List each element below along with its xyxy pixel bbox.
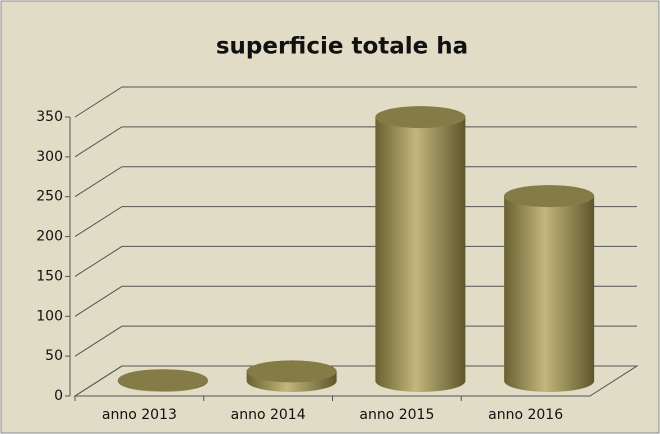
x-tick-label: anno 2015 xyxy=(359,407,434,423)
chart-title: superficie totale ha xyxy=(216,34,468,60)
bar-top xyxy=(117,369,208,392)
x-tick-label: anno 2016 xyxy=(488,407,563,423)
bar xyxy=(375,106,466,392)
x-tick-label: anno 2014 xyxy=(231,407,306,423)
y-tick-label: 300 xyxy=(36,149,63,165)
bar-top xyxy=(246,360,337,383)
y-tick-label: 200 xyxy=(36,229,63,245)
y-tick-label: 100 xyxy=(36,308,63,324)
y-tick-label: 0 xyxy=(54,388,63,404)
y-tick-label: 150 xyxy=(36,268,63,284)
bar-top xyxy=(375,106,466,129)
y-tick-label: 350 xyxy=(36,109,63,125)
grid-line xyxy=(74,86,637,118)
bar xyxy=(504,185,595,392)
bar-top xyxy=(504,185,595,208)
y-tick-label: 250 xyxy=(36,189,63,205)
y-tick-label: 50 xyxy=(45,348,63,364)
x-tick-label: anno 2013 xyxy=(102,407,177,423)
